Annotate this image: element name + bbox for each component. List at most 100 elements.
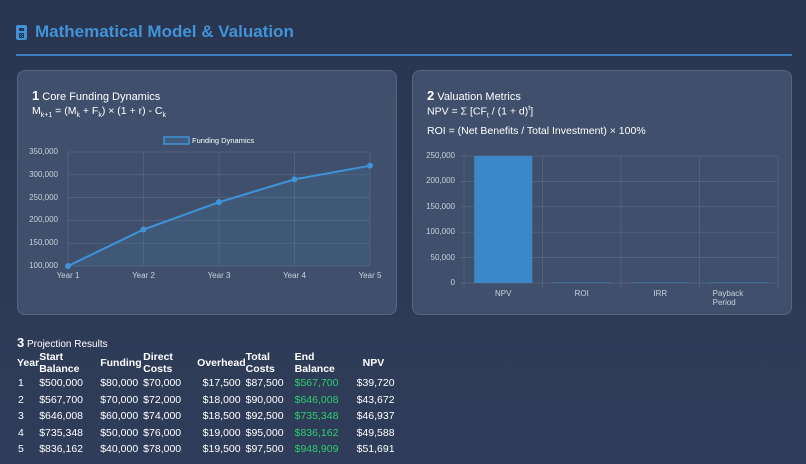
x-tick-label: Year 3 xyxy=(207,271,231,280)
table-cell: $78,000 xyxy=(143,443,182,456)
y-tick-label: 0 xyxy=(450,278,455,287)
column-header: End Balance xyxy=(294,351,335,375)
valuation-metrics-card: 2 Valuation Metrics NPV = Σ [CFt / (1 + … xyxy=(412,70,792,315)
projection-table: Year Start Balance Funding Direct Costs Over… xyxy=(17,351,407,458)
table-cell: $97,500 xyxy=(245,443,284,456)
column-header: Start Balance xyxy=(39,351,80,375)
column-header: Overhead xyxy=(197,357,246,369)
npv-formula: NPV = Σ [CFt / (1 + d)t] xyxy=(427,105,534,120)
y-tick-label: 100,000 xyxy=(29,261,58,270)
column-header: Total Costs xyxy=(245,351,275,375)
x-tick-label: Year 4 xyxy=(283,271,306,280)
data-point xyxy=(65,263,71,269)
line-area xyxy=(68,165,370,266)
table-cell: $87,500 xyxy=(245,377,284,390)
y-tick-label: 200,000 xyxy=(426,176,455,186)
table-cell: 4 xyxy=(18,426,24,439)
table-cell: 3 xyxy=(18,410,24,423)
y-tick-label: 100,000 xyxy=(426,227,455,237)
table-row: 1 $500,000 $80,000 $70,000 $17,500 $87,500 $56… xyxy=(17,375,407,392)
table-cell: $95,000 xyxy=(245,426,284,439)
x-tick-label: Year 1 xyxy=(56,271,80,280)
table-cell: $19,000 xyxy=(202,426,241,439)
table-cell: $70,000 xyxy=(143,377,182,390)
table-row: 4 $735,348 $50,000 $76,000 $19,000 $95,000 $83… xyxy=(17,425,407,442)
y-tick-label: 50,000 xyxy=(430,252,455,262)
table-cell: $70,000 xyxy=(100,393,139,406)
table-row: 3 $646,008 $60,000 $74,000 $18,500 $92,500 $73… xyxy=(17,408,407,425)
legend-swatch xyxy=(163,136,190,145)
table-cell: $567,700 xyxy=(39,393,83,406)
legend-label: Funding Dynamics xyxy=(192,136,254,145)
data-point xyxy=(216,199,222,206)
table-cell: $49,588 xyxy=(356,426,395,439)
x-tick-label: IRR xyxy=(653,289,668,298)
table-cell: $90,000 xyxy=(245,393,284,406)
core-funding-card: 1 Core Funding Dynamics Mk+1 = (Mk + Fk)… xyxy=(17,70,397,315)
roi-formula: ROI = (Net Benefits / Total Investment) … xyxy=(427,125,646,137)
section-heading: 1 Core Funding Dynamics xyxy=(32,88,161,103)
table-row: 5 $836,162 $40,000 $78,000 $19,500 $97,500 $94… xyxy=(17,441,407,458)
table-cell: $74,000 xyxy=(143,410,182,423)
column-header: Funding xyxy=(100,357,142,369)
section-heading: 3 Projection Results xyxy=(17,335,108,350)
table-cell: $50,000 xyxy=(100,426,139,439)
bar-roi xyxy=(552,282,611,283)
column-header: Year xyxy=(17,357,40,369)
bar-payback-period xyxy=(709,282,768,283)
bar-irr xyxy=(631,282,690,283)
table-cell: $40,000 xyxy=(100,443,139,456)
y-tick-label: 250,000 xyxy=(29,192,58,202)
y-tick-label: 150,000 xyxy=(29,238,58,248)
table-cell: $836,162 xyxy=(39,443,83,456)
table-cell: $646,008 xyxy=(39,410,83,423)
title-divider xyxy=(16,54,792,56)
page-title: Mathematical Model & Valuation xyxy=(16,22,294,42)
x-tick-label: Year 5 xyxy=(358,271,382,280)
table-cell: $500,000 xyxy=(39,377,83,390)
x-tick-label: ROI xyxy=(574,289,589,298)
y-tick-label: 350,000 xyxy=(29,147,58,156)
table-cell: $18,000 xyxy=(202,393,241,406)
table-cell: $836,162 xyxy=(294,426,339,439)
funding-formula: Mk+1 = (Mk + Fk) × (1 + r) - Ck xyxy=(32,105,167,120)
x-tick-label: NPV xyxy=(495,289,512,298)
x-tick-label: Year 2 xyxy=(132,271,155,280)
table-cell: 2 xyxy=(18,393,24,406)
table-cell: $72,000 xyxy=(143,393,182,406)
data-point xyxy=(140,226,147,233)
table-cell: $948,909 xyxy=(294,443,339,456)
calculator-icon xyxy=(16,24,27,40)
table-cell: $39,720 xyxy=(356,377,395,390)
data-point xyxy=(367,162,373,169)
y-tick-label: 250,000 xyxy=(426,151,455,160)
table-cell: $60,000 xyxy=(100,410,139,423)
table-cell: $735,348 xyxy=(294,410,339,423)
section-heading: 2 Valuation Metrics xyxy=(427,88,521,103)
table-cell: $19,500 xyxy=(202,443,241,456)
table-cell: $92,500 xyxy=(245,410,284,423)
table-cell: $567,700 xyxy=(294,377,339,390)
table-cell: $18,500 xyxy=(202,410,241,423)
table-cell: $646,008 xyxy=(294,393,339,406)
table-row: 2 $567,700 $70,000 $72,000 $18,000 $90,000 $64… xyxy=(17,392,407,409)
table-cell: $735,348 xyxy=(39,426,83,439)
valuation-bar-chart xyxy=(460,155,779,288)
y-tick-label: 200,000 xyxy=(29,215,58,225)
table-cell: $17,500 xyxy=(202,377,241,390)
table-cell: 5 xyxy=(18,443,24,456)
column-header: Direct Costs xyxy=(143,351,173,375)
table-cell: $76,000 xyxy=(143,426,182,439)
table-cell: $51,691 xyxy=(356,443,395,456)
y-tick-label: 300,000 xyxy=(29,169,58,179)
table-cell: 1 xyxy=(18,377,24,390)
table-cell: $43,672 xyxy=(356,393,395,406)
funding-line-chart: Funding Dynamics xyxy=(65,136,373,269)
column-header: NPV xyxy=(362,357,385,369)
table-cell: $80,000 xyxy=(100,377,139,390)
data-point xyxy=(291,176,298,183)
bar-npv xyxy=(474,156,533,283)
x-tick-label: Payback Period xyxy=(712,289,744,307)
y-tick-label: 150,000 xyxy=(426,201,455,211)
table-cell: $46,937 xyxy=(356,410,395,423)
